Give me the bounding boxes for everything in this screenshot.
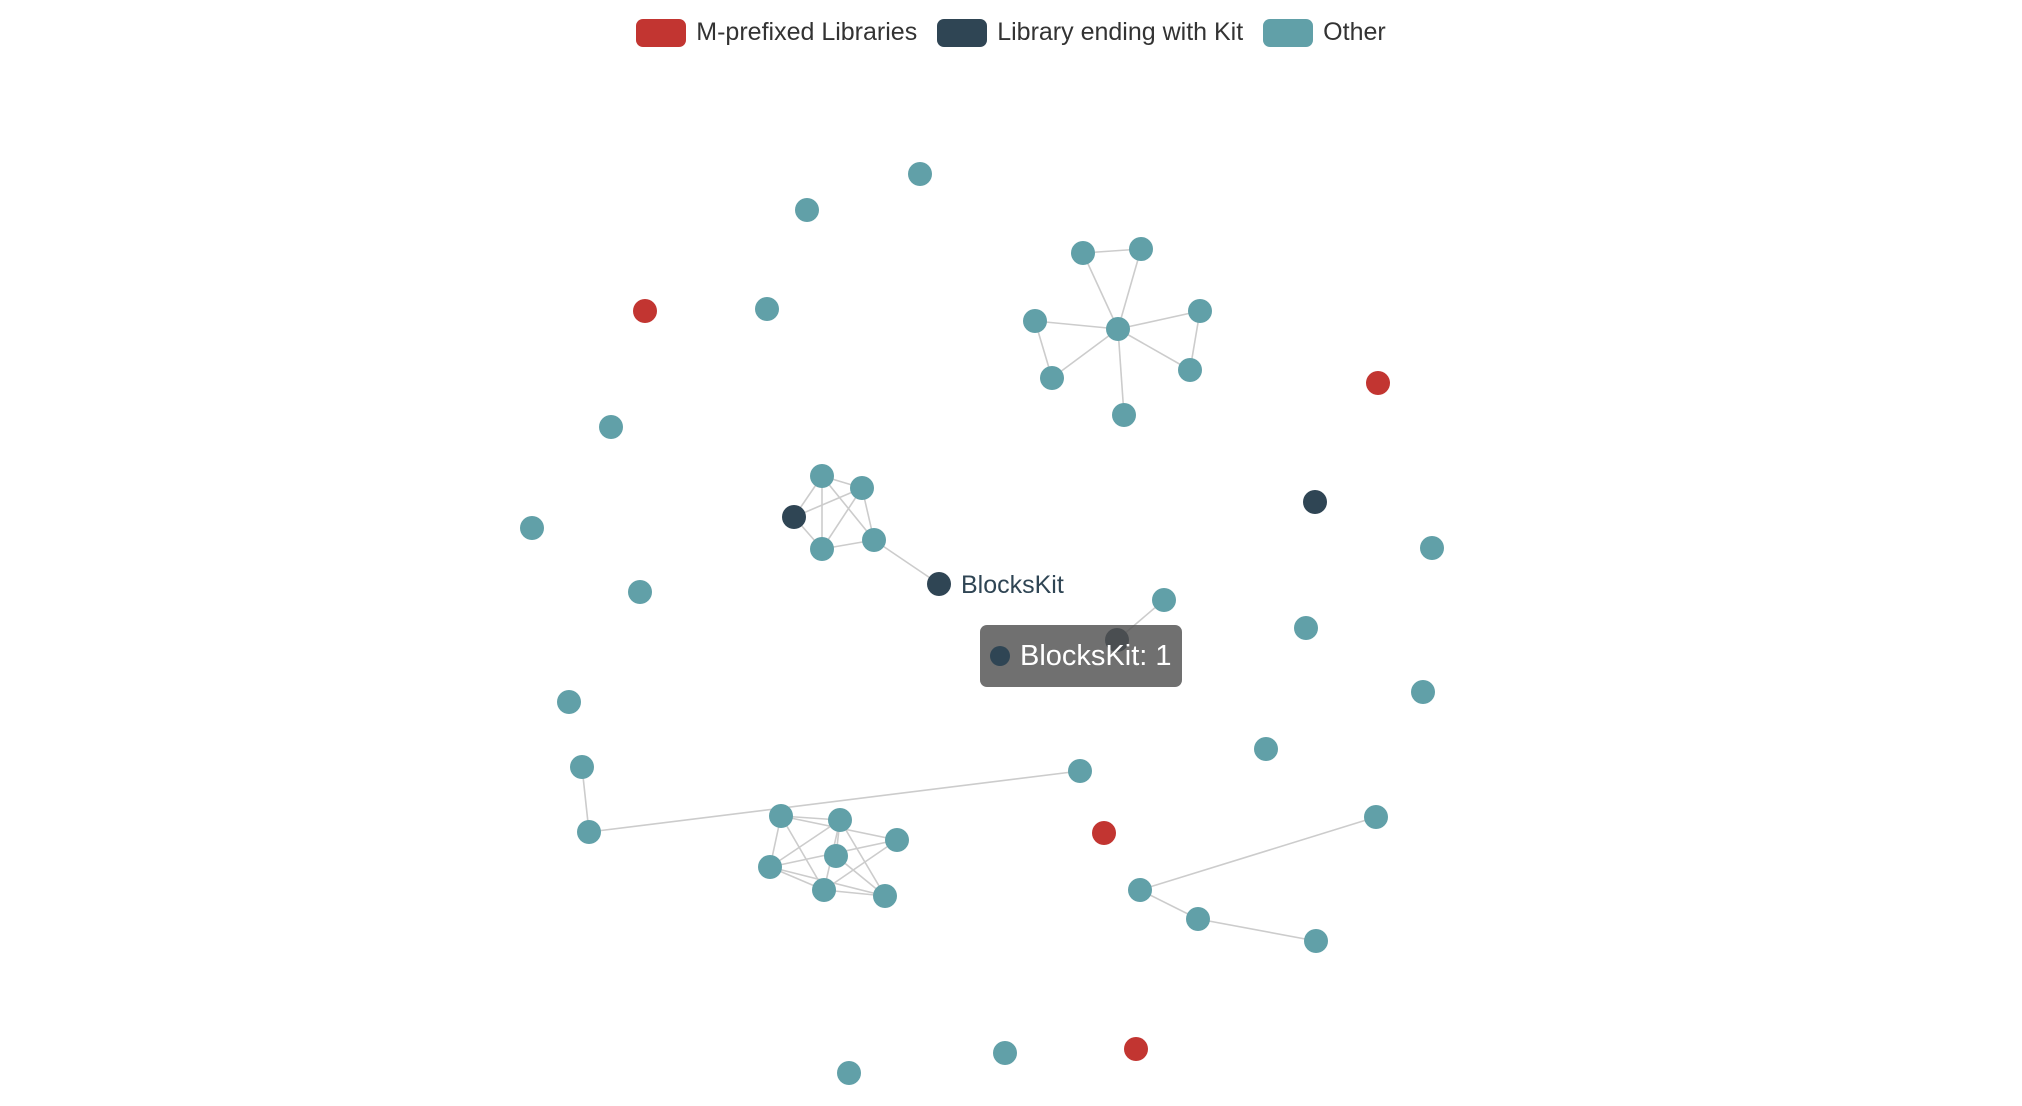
- graph-node[interactable]: [1023, 309, 1047, 333]
- graph-node[interactable]: [1092, 821, 1116, 845]
- graph-edge: [1117, 310, 1201, 330]
- graph-node[interactable]: [520, 516, 544, 540]
- graph-node[interactable]: [1124, 1037, 1148, 1061]
- graph-node[interactable]: [782, 505, 806, 529]
- graph-node[interactable]: [599, 415, 623, 439]
- graph-node[interactable]: [837, 1061, 861, 1085]
- graph-node[interactable]: [1304, 929, 1328, 953]
- graph-node-label: BlocksKit: [961, 571, 1064, 599]
- graph-node[interactable]: [1254, 737, 1278, 761]
- graph-edge: [1117, 328, 1191, 371]
- graph-node[interactable]: [755, 297, 779, 321]
- legend-item-other[interactable]: Other: [1263, 18, 1386, 47]
- graph-node[interactable]: [557, 690, 581, 714]
- graph-edge: [1051, 328, 1119, 379]
- graph-edge: [769, 819, 841, 868]
- graph-node[interactable]: [1294, 616, 1318, 640]
- graph-node[interactable]: [1040, 366, 1064, 390]
- graph-edge: [1117, 248, 1142, 330]
- graph-node[interactable]: [1411, 680, 1435, 704]
- tooltip-text: BlocksKit: 1: [1020, 639, 1172, 672]
- graph-edge: [780, 815, 825, 891]
- graph-labels: BlocksKit: [961, 571, 1064, 599]
- graph-node[interactable]: [927, 572, 951, 596]
- graph-node[interactable]: [1128, 878, 1152, 902]
- graph-edge: [1034, 320, 1119, 330]
- graph-node[interactable]: [570, 755, 594, 779]
- graph-edge: [1117, 328, 1125, 416]
- graph-edge: [1197, 918, 1317, 942]
- legend-swatch-kit: [937, 18, 988, 47]
- legend-label-other: Other: [1323, 18, 1386, 46]
- graph-nodes: [520, 162, 1444, 1085]
- graph-node[interactable]: [885, 828, 909, 852]
- graph-node[interactable]: [1420, 536, 1444, 560]
- graph-node[interactable]: [769, 804, 793, 828]
- graph-edge: [821, 487, 863, 550]
- graph-node[interactable]: [908, 162, 932, 186]
- graph-node[interactable]: [633, 299, 657, 323]
- legend-label-m-prefixed: M-prefixed Libraries: [696, 18, 918, 46]
- graph-node[interactable]: [810, 464, 834, 488]
- legend-swatch-other: [1263, 18, 1314, 47]
- graph-node[interactable]: [1188, 299, 1212, 323]
- graph-node[interactable]: [577, 820, 601, 844]
- legend-item-m-prefixed[interactable]: M-prefixed Libraries: [636, 18, 917, 47]
- graph-node[interactable]: [812, 878, 836, 902]
- graph-node[interactable]: [1152, 588, 1176, 612]
- graph-node[interactable]: [628, 580, 652, 604]
- legend-swatch-m-prefixed: [636, 18, 687, 47]
- graph-node[interactable]: [1112, 403, 1136, 427]
- graph-node[interactable]: [873, 884, 897, 908]
- graph-edge: [839, 819, 886, 897]
- graph-node[interactable]: [1303, 490, 1327, 514]
- graph-edge: [1082, 252, 1119, 330]
- graph-node[interactable]: [862, 528, 886, 552]
- graph-edge: [873, 539, 940, 585]
- graph-node[interactable]: [1068, 759, 1092, 783]
- graph-node[interactable]: [824, 844, 848, 868]
- node-tooltip: BlocksKit: 1: [980, 625, 1182, 687]
- graph-edge: [588, 770, 1081, 833]
- graph-node[interactable]: [1186, 907, 1210, 931]
- graph-node[interactable]: [828, 808, 852, 832]
- graph-node[interactable]: [795, 198, 819, 222]
- graph-edge: [793, 487, 863, 518]
- graph-node[interactable]: [1106, 317, 1130, 341]
- graph-edge: [1139, 816, 1377, 891]
- graph-node[interactable]: [1364, 805, 1388, 829]
- graph-node[interactable]: [993, 1041, 1017, 1065]
- legend-label-kit: Library ending with Kit: [997, 18, 1244, 46]
- graph-node[interactable]: [1178, 358, 1202, 382]
- tooltip-color-dot: [990, 646, 1010, 666]
- graph-node[interactable]: [1129, 237, 1153, 261]
- graph-node[interactable]: [1366, 371, 1390, 395]
- graph-node[interactable]: [810, 537, 834, 561]
- graph-node[interactable]: [758, 855, 782, 879]
- graph-edge: [823, 839, 898, 891]
- legend-item-kit[interactable]: Library ending with Kit: [937, 18, 1243, 47]
- graph-node[interactable]: [1071, 241, 1095, 265]
- legend: M-prefixed Libraries Library ending with…: [0, 18, 2022, 47]
- graph-node[interactable]: [850, 476, 874, 500]
